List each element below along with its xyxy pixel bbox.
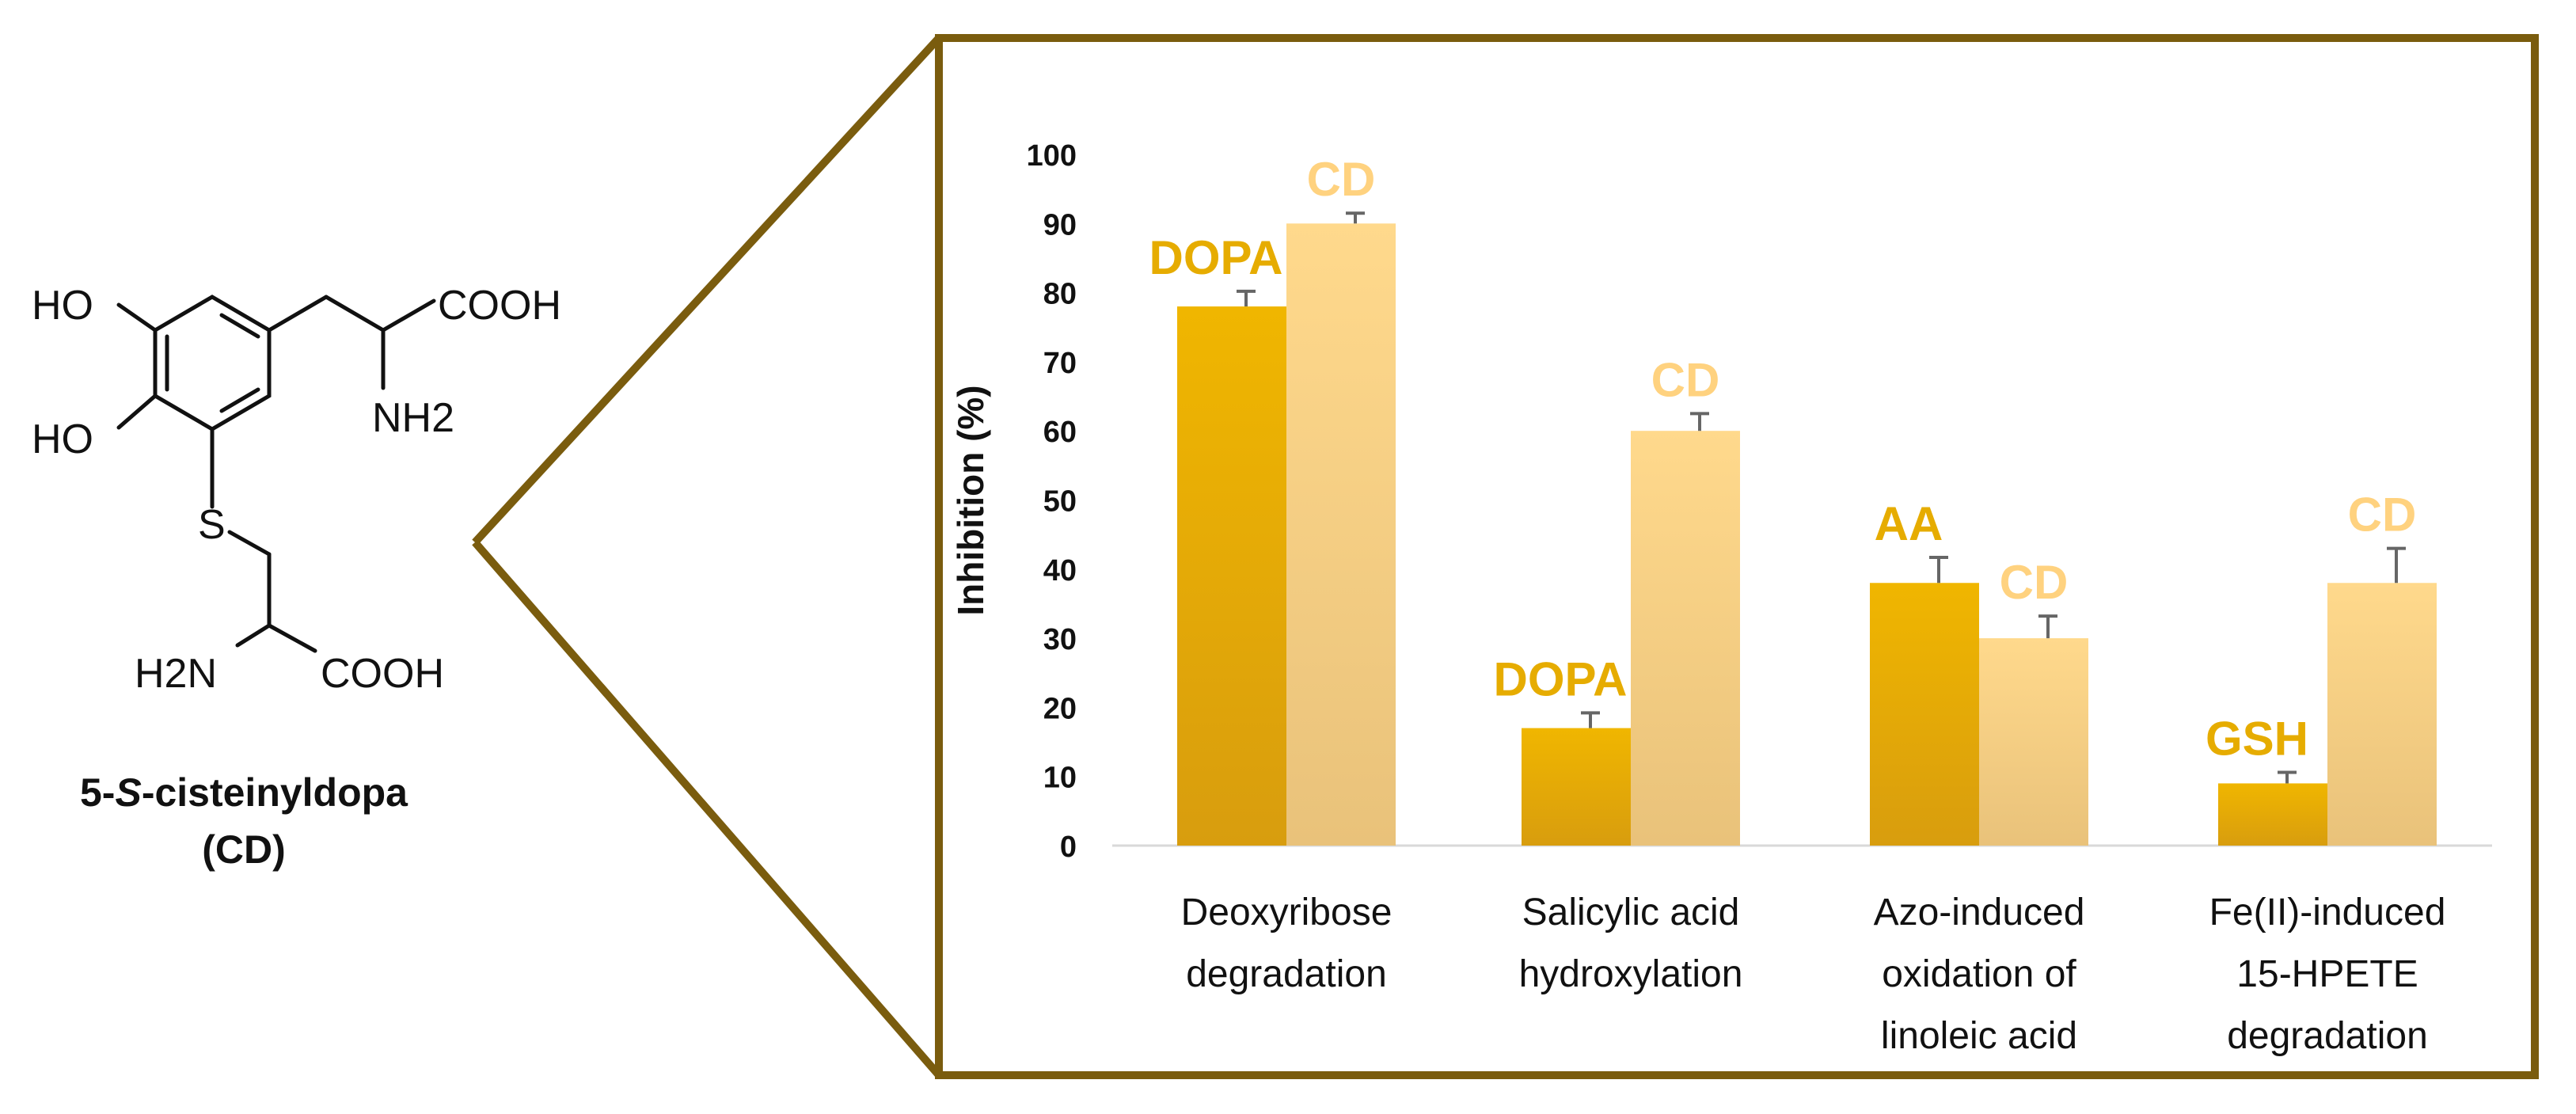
bar-cd <box>1286 223 1396 846</box>
zoom-connector-top <box>472 35 942 546</box>
bar-cd <box>1631 431 1740 846</box>
y-axis-ticks: 0 10 20 30 40 50 60 70 80 90 100 <box>1027 139 1077 864</box>
bar-label-cd: CD <box>2000 556 2069 609</box>
chemical-structure <box>116 295 436 653</box>
bond <box>381 298 436 333</box>
bond <box>227 530 272 557</box>
sulfur-label: S <box>198 502 226 548</box>
bar-chart: Inhibition (%) 0 10 20 30 40 50 60 70 80 90 100 DO… <box>950 139 2492 1057</box>
benzene-ring <box>153 295 272 432</box>
bond <box>116 394 158 430</box>
bond <box>116 302 158 333</box>
y-tick-label: 80 <box>1043 278 1077 311</box>
bar-aa <box>1870 583 1979 846</box>
bar-cd <box>2327 583 2437 846</box>
y-tick-label: 10 <box>1043 762 1077 795</box>
y-tick-label: 0 <box>1060 831 1077 864</box>
bond <box>267 295 329 333</box>
bar-label-cd: CD <box>1307 153 1376 206</box>
y-tick-label: 40 <box>1043 554 1077 587</box>
ho-bottom-label: HO <box>32 416 93 462</box>
bar-label-dopa: DOPA <box>1494 652 1628 705</box>
structure-labels: HO HO COOH NH2 S H2N COOH <box>32 283 561 697</box>
cooh-bottom-label: COOH <box>321 651 444 697</box>
zoom-connector-bottom <box>472 539 942 1078</box>
bar-label-aa: AA <box>1875 497 1943 550</box>
x-category-label: Deoxyribose degradation <box>1181 892 1392 995</box>
bar-label-gsh: GSH <box>2206 712 2308 765</box>
bar-cd <box>1979 638 2088 846</box>
bond <box>235 623 272 648</box>
bar-dopa <box>1522 728 1631 846</box>
h2n-bottom-label: H2N <box>135 651 217 697</box>
bar-gsh <box>2218 783 2327 846</box>
cooh-top-label: COOH <box>438 283 561 329</box>
compound-name: 5-S-cisteinyldopa <box>80 770 408 815</box>
y-tick-label: 20 <box>1043 692 1077 725</box>
bar-label-dopa: DOPA <box>1149 231 1283 284</box>
y-tick-label: 30 <box>1043 623 1077 656</box>
x-category-label: Azo-induced oxidation of linoleic acid <box>1874 892 2085 1057</box>
bar-series: DOPA CD DOPA CD AA CD GSH CD <box>1149 153 2437 846</box>
y-tick-label: 70 <box>1043 347 1077 380</box>
bond <box>267 623 317 653</box>
ring-double-bond <box>219 387 260 413</box>
ring-double-bond <box>219 313 260 339</box>
y-tick-label: 100 <box>1027 139 1077 173</box>
y-tick-label: 60 <box>1043 416 1077 449</box>
bar-dopa <box>1177 306 1286 846</box>
bond <box>324 295 386 333</box>
x-axis-categories: Deoxyribose degradation Salicylic acid hydr… <box>1181 892 2446 1057</box>
nh2-top-label: NH2 <box>372 395 454 441</box>
x-category-label: Fe(II)-induced 15-HPETE degradation <box>2209 892 2446 1057</box>
bar-label-cd: CD <box>1651 353 1720 406</box>
bar-label-cd: CD <box>2348 489 2417 542</box>
ho-top-label: HO <box>32 283 93 329</box>
y-axis-title: Inhibition (%) <box>950 385 991 615</box>
compound-abbreviation: (CD) <box>202 827 286 872</box>
y-tick-label: 50 <box>1043 485 1077 519</box>
y-tick-label: 90 <box>1043 208 1077 241</box>
x-category-label: Salicylic acid hydroxylation <box>1519 892 1743 995</box>
